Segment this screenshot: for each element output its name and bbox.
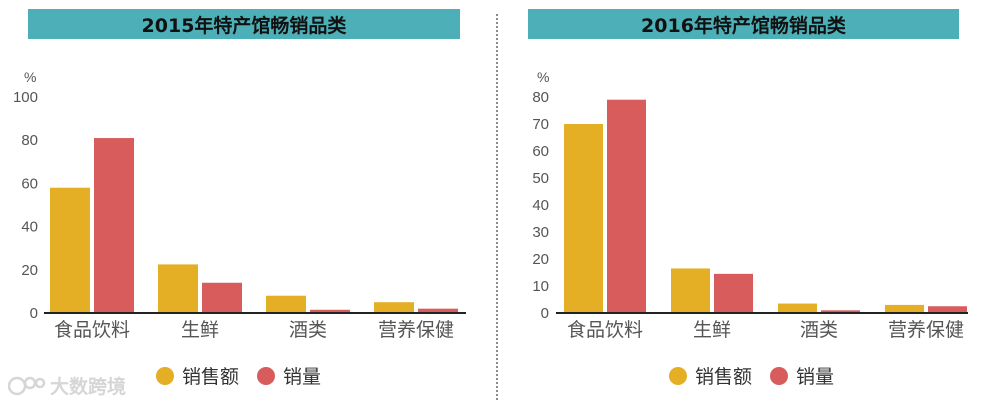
y-tick-label: 80 [532, 89, 549, 106]
x-tick-label: 生鲜 [693, 319, 731, 341]
bar-sales-amount [374, 302, 414, 313]
chart-title-banner: 2016年特产馆畅销品类 [528, 9, 959, 39]
bar-sales-amount [50, 187, 90, 313]
bar-chart-2015: % 0 20 40 60 80 100 食品饮料 生鲜 酒类 营养保健 [13, 69, 466, 341]
bar-sales-amount [778, 303, 817, 313]
bar-sales-amount [158, 264, 198, 313]
y-tick-label: 40 [21, 219, 38, 236]
y-tick-label: 20 [532, 251, 549, 268]
legend-label: 销量 [796, 366, 835, 388]
panel-divider [496, 14, 498, 400]
x-tick-label: 营养保健 [888, 319, 964, 341]
legend-swatch-sales-amount [156, 366, 174, 385]
bar-sales-amount [564, 124, 603, 313]
x-tick-label: 生鲜 [181, 319, 219, 341]
y-tick-label: 10 [532, 278, 549, 295]
bar-sales-volume [202, 282, 242, 313]
watermark: 大数跨境 [8, 372, 126, 399]
legend-item-sales-amount: 销售额 [669, 362, 752, 389]
bar-sales-volume [928, 306, 967, 313]
logo-icon [8, 376, 46, 395]
bar-sales-amount [885, 304, 924, 313]
y-tick-label: 0 [541, 305, 549, 322]
bar-sales-volume [607, 99, 646, 313]
x-tick-label: 营养保健 [378, 319, 454, 341]
bar-sales-volume [714, 273, 753, 313]
legend-item-sales-volume: 销量 [257, 362, 321, 389]
chart-title: 2015年特产馆畅销品类 [141, 14, 347, 37]
bar-sales-amount [671, 268, 710, 313]
y-tick-label: 20 [21, 262, 38, 279]
legend-item-sales-volume: 销量 [770, 362, 834, 389]
y-tick-label: 100 [13, 89, 38, 106]
bar-chart-2016: % 0 10 20 30 40 50 60 70 80 食品饮料 生鲜 酒类 营养保健 [532, 69, 968, 341]
bar-sales-volume [418, 308, 458, 313]
legend-swatch-sales-volume [257, 366, 276, 385]
y-tick-label: 60 [21, 175, 38, 192]
y-tick-label: 30 [532, 224, 549, 241]
bar-sales-volume [310, 309, 350, 313]
legend: 销售额 销量 [669, 362, 852, 389]
x-tick-label: 食品饮料 [54, 319, 130, 341]
legend-label: 销售额 [695, 366, 753, 388]
watermark-text: 大数跨境 [50, 376, 127, 398]
y-axis-unit-label: % [24, 69, 36, 85]
x-tick-label: 酒类 [800, 319, 838, 341]
legend-item-sales-amount: 销售额 [156, 362, 239, 389]
bar-sales-volume [94, 138, 134, 313]
bar-sales-amount [266, 295, 306, 313]
y-tick-label: 80 [21, 132, 38, 149]
legend-swatch-sales-amount [669, 366, 687, 385]
y-tick-label: 0 [30, 305, 38, 322]
y-tick-label: 60 [532, 143, 549, 160]
chart-panel-2016: 2016年特产馆畅销品类 % 0 10 20 30 40 50 60 70 80 食品饮料 生鲜 酒类 营… [499, 0, 998, 404]
chart-title-banner: 2015年特产馆畅销品类 [28, 9, 460, 39]
legend: 销售额 销量 [156, 362, 339, 389]
y-tick-label: 40 [532, 197, 549, 214]
x-tick-label: 酒类 [289, 319, 327, 341]
legend-label: 销量 [283, 366, 322, 388]
chart-title: 2016年特产馆畅销品类 [641, 14, 846, 37]
y-tick-label: 70 [532, 116, 549, 133]
y-axis-unit-label: % [537, 69, 549, 85]
legend-label: 销售额 [182, 366, 240, 388]
x-tick-label: 食品饮料 [567, 319, 643, 341]
y-tick-label: 50 [532, 170, 549, 187]
legend-swatch-sales-volume [770, 366, 789, 385]
chart-panel-2015: 2015年特产馆畅销品类 % 0 20 40 60 80 100 食品饮料 生鲜 酒类 营养保健 销… [8, 9, 466, 399]
bar-sales-volume [821, 310, 860, 313]
